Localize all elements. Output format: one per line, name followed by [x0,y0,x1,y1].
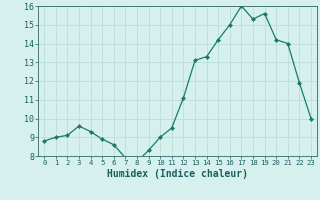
X-axis label: Humidex (Indice chaleur): Humidex (Indice chaleur) [107,169,248,179]
